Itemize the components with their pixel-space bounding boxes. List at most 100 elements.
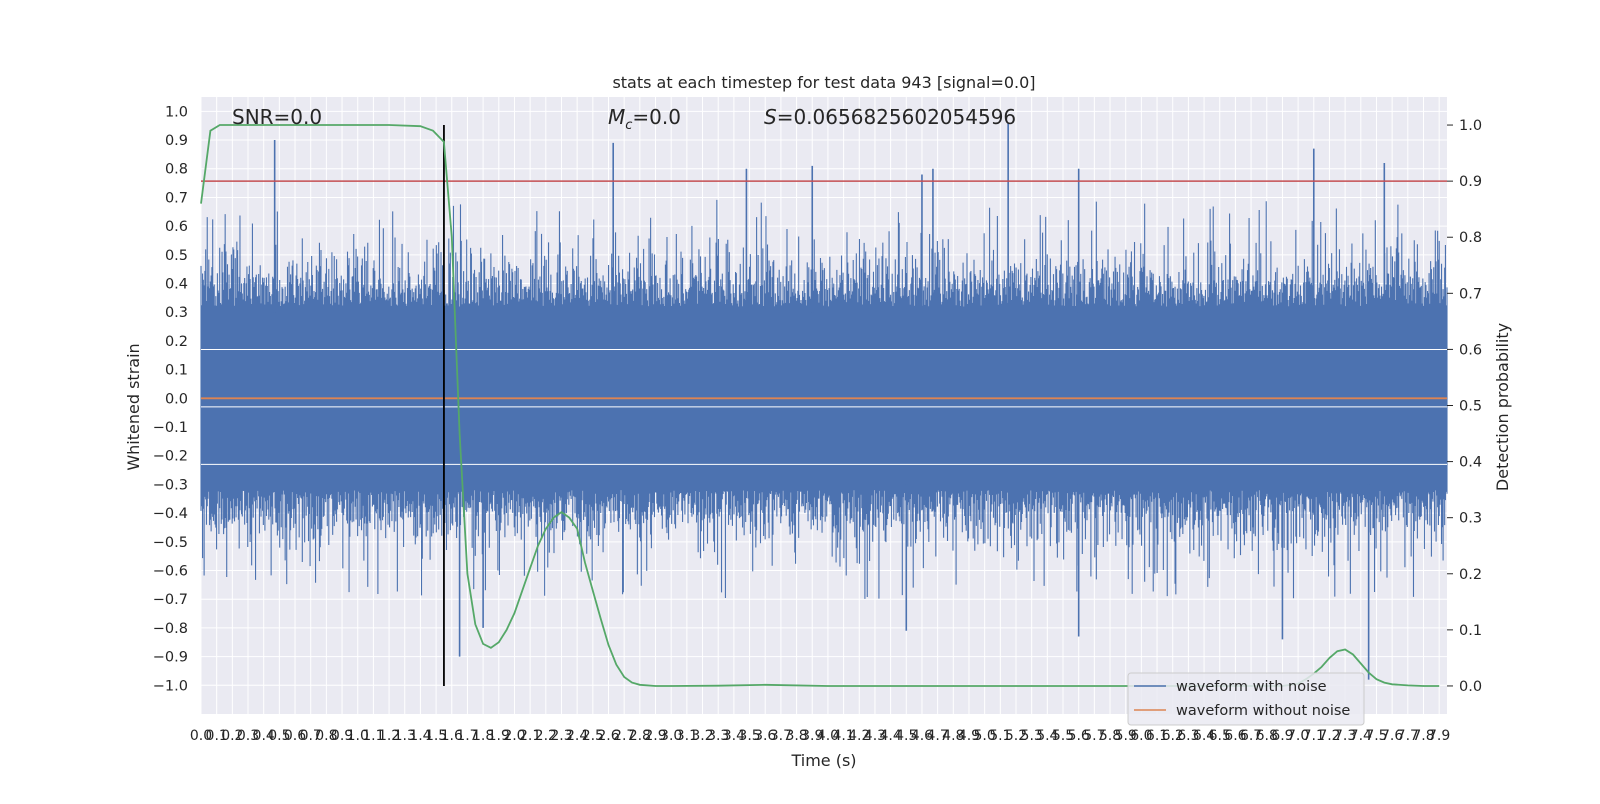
x-tick-label: 5.2 xyxy=(1005,728,1027,744)
x-tick-label: 5.1 xyxy=(989,728,1011,744)
right-y-axis-ticks: 1.0 0.9 0.8 0.7 0.6 0.5 0.4 0.3 0.2 0.1 0.0 xyxy=(1447,118,1482,695)
left-y-axis-label: Whitened strain xyxy=(124,343,143,470)
x-tick-label: 4.1 xyxy=(832,728,854,744)
left-y-tick-label: −0.4 xyxy=(153,506,188,522)
s-annotation: S=0.0656825602054596 xyxy=(764,105,1016,129)
left-y-tick-label: 0.0 xyxy=(165,391,188,407)
x-tick-label: 2.8 xyxy=(629,728,651,744)
right-y-tick-label: 0.3 xyxy=(1459,511,1482,527)
x-tick-label: 5.6 xyxy=(1068,728,1090,744)
x-tick-label: 6.2 xyxy=(1162,728,1184,744)
x-tick-label: 7.3 xyxy=(1334,728,1356,744)
x-tick-label: 6.1 xyxy=(1146,728,1168,744)
x-tick-label: 4.0 xyxy=(817,728,839,744)
x-tick-label: 7.0 xyxy=(1287,728,1309,744)
x-tick-label: 1.2 xyxy=(378,728,400,744)
x-tick-label: 0.2 xyxy=(221,728,243,744)
legend-label-noise: waveform with noise xyxy=(1176,679,1327,695)
s-value: =0.0656825602054596 xyxy=(777,105,1016,129)
s-symbol: S xyxy=(764,105,777,129)
x-tick-label: 1.9 xyxy=(488,728,510,744)
x-tick-label: 6.8 xyxy=(1256,728,1278,744)
x-tick-label: 4.2 xyxy=(848,728,870,744)
x-tick-label: 4.5 xyxy=(895,728,917,744)
x-tick-label: 4.9 xyxy=(958,728,980,744)
x-axis-label: Time (s) xyxy=(790,751,856,770)
x-tick-label: 1.7 xyxy=(456,728,478,744)
x-tick-label: 5.8 xyxy=(1099,728,1121,744)
x-tick-label: 3.9 xyxy=(801,728,823,744)
x-tick-label: 3.7 xyxy=(770,728,792,744)
x-tick-label: 7.1 xyxy=(1303,728,1325,744)
x-tick-label: 4.3 xyxy=(864,728,886,744)
x-tick-label: 3.4 xyxy=(723,728,745,744)
x-tick-label: 5.5 xyxy=(1052,728,1074,744)
right-y-tick-label: 0.1 xyxy=(1459,623,1482,639)
left-y-tick-label: 0.3 xyxy=(165,305,188,321)
left-y-tick-label: −0.7 xyxy=(153,592,188,608)
x-tick-label: 2.9 xyxy=(644,728,666,744)
x-axis-ticks: 0.00.10.20.30.40.50.60.70.80.91.01.11.21… xyxy=(190,728,1450,744)
x-tick-label: 3.2 xyxy=(691,728,713,744)
x-tick-label: 0.4 xyxy=(253,728,275,744)
left-y-tick-label: 1.0 xyxy=(165,104,188,120)
legend: waveform with noise waveform without noi… xyxy=(1127,672,1365,726)
right-y-tick-label: 0.0 xyxy=(1459,679,1482,695)
x-tick-label: 3.3 xyxy=(707,728,729,744)
x-tick-label: 3.1 xyxy=(676,728,698,744)
x-tick-label: 7.2 xyxy=(1318,728,1340,744)
legend-box xyxy=(1127,672,1365,726)
right-y-axis-label: Detection probability xyxy=(1493,323,1512,491)
x-tick-label: 4.7 xyxy=(926,728,948,744)
right-y-tick-label: 0.5 xyxy=(1459,399,1482,415)
x-tick-label: 6.4 xyxy=(1193,728,1215,744)
x-tick-label: 1.4 xyxy=(409,728,431,744)
legend-label-clean: waveform without noise xyxy=(1176,703,1350,719)
x-tick-label: 7.8 xyxy=(1412,728,1434,744)
x-tick-label: 1.5 xyxy=(425,728,447,744)
x-tick-label: 4.4 xyxy=(879,728,901,744)
right-y-tick-label: 0.9 xyxy=(1459,174,1482,190)
left-y-tick-label: −0.1 xyxy=(153,420,188,436)
right-y-tick-label: 0.2 xyxy=(1459,567,1482,583)
left-y-axis-ticks: 1.0 0.9 0.8 0.7 0.6 0.5 0.4 0.3 0.2 0.1 0.0 −0.1 −0.… xyxy=(153,104,188,694)
chirp-mass-annotation: Mc=0.0 xyxy=(608,105,681,133)
x-tick-label: 0.7 xyxy=(300,728,322,744)
right-y-tick-label: 0.4 xyxy=(1459,455,1482,471)
x-tick-label: 0.8 xyxy=(315,728,337,744)
left-y-tick-label: 0.9 xyxy=(165,133,188,149)
left-y-tick-label: 0.5 xyxy=(165,248,188,264)
x-tick-label: 3.6 xyxy=(754,728,776,744)
x-tick-label: 2.4 xyxy=(566,728,588,744)
x-tick-label: 1.0 xyxy=(347,728,369,744)
x-tick-label: 2.7 xyxy=(613,728,635,744)
x-tick-label: 0.3 xyxy=(237,728,259,744)
x-tick-label: 6.9 xyxy=(1271,728,1293,744)
x-tick-label: 0.9 xyxy=(331,728,353,744)
left-y-tick-label: 0.2 xyxy=(165,334,188,350)
x-tick-label: 7.6 xyxy=(1381,728,1403,744)
x-tick-label: 7.7 xyxy=(1397,728,1419,744)
left-y-tick-label: 0.8 xyxy=(165,162,188,178)
x-tick-label: 3.8 xyxy=(785,728,807,744)
right-y-tick-label: 0.8 xyxy=(1459,230,1482,246)
right-y-tick-label: 1.0 xyxy=(1459,118,1482,134)
x-tick-label: 2.6 xyxy=(597,728,619,744)
left-y-tick-label: 0.6 xyxy=(165,219,188,235)
x-tick-label: 6.0 xyxy=(1130,728,1152,744)
x-tick-label: 5.4 xyxy=(1036,728,1058,744)
mc-subscript: c xyxy=(625,118,632,133)
x-tick-label: 6.3 xyxy=(1177,728,1199,744)
x-tick-label: 5.3 xyxy=(1021,728,1043,744)
x-tick-label: 5.9 xyxy=(1115,728,1137,744)
x-tick-label: 0.6 xyxy=(284,728,306,744)
x-tick-label: 2.0 xyxy=(503,728,525,744)
x-tick-label: 6.5 xyxy=(1209,728,1231,744)
left-y-tick-label: −0.9 xyxy=(153,650,188,666)
x-tick-label: 1.3 xyxy=(394,728,416,744)
left-y-tick-label: 0.7 xyxy=(165,190,188,206)
snr-annotation: SNR=0.0 xyxy=(232,105,322,129)
x-tick-label: 7.9 xyxy=(1428,728,1450,744)
